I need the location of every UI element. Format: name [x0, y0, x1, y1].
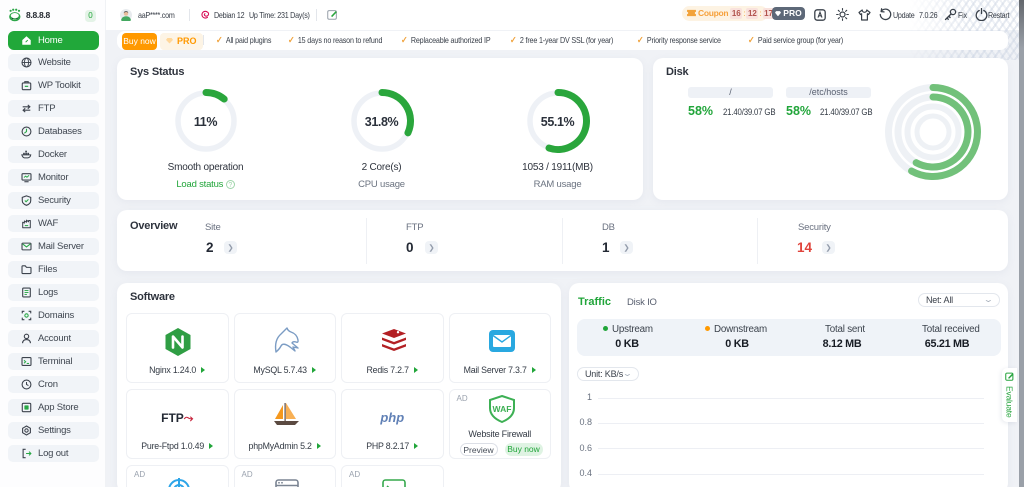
svg-text:WAF: WAF: [492, 404, 511, 414]
